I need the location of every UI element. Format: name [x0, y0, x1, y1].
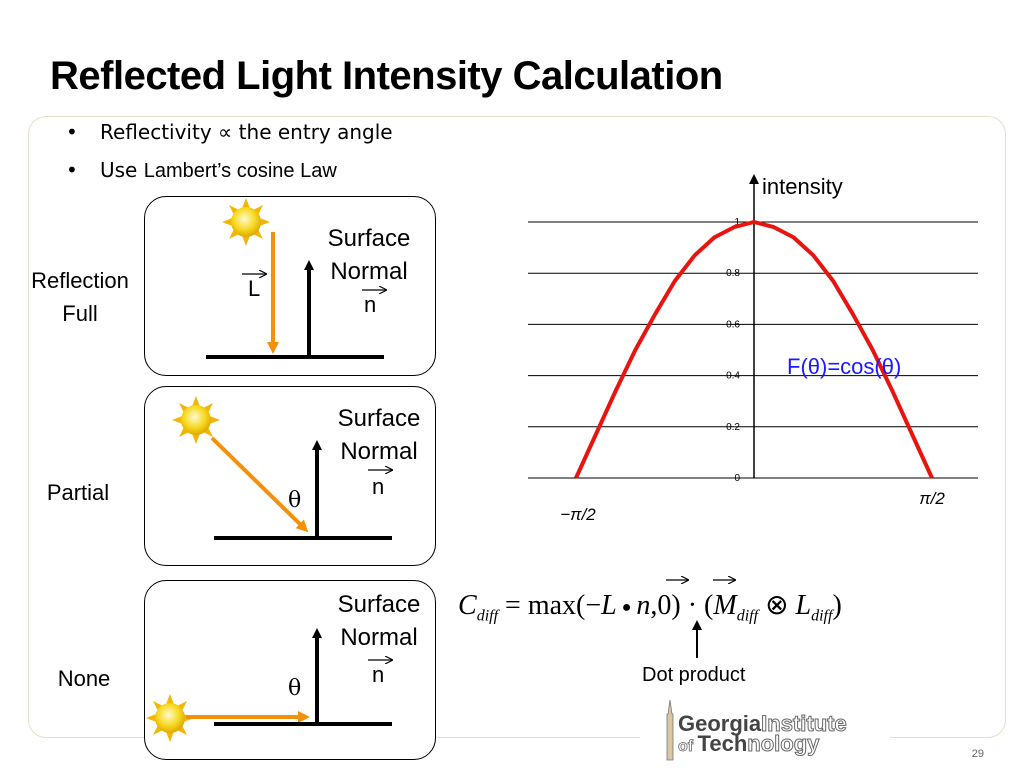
row-label-full-line2: Full — [62, 301, 98, 326]
logo-text: GeorgiaInstitute of Technology — [678, 711, 848, 757]
proportional-symbol: ∝ — [218, 120, 233, 144]
formula-C: C — [458, 590, 477, 621]
logo-institute: Institute — [761, 711, 848, 736]
surface-word: Surface — [337, 405, 421, 432]
tower-icon — [666, 700, 674, 761]
surface-word: Surface — [327, 225, 411, 252]
formula-mid: ,0) · ( — [650, 590, 714, 621]
normal-word: Normal — [340, 624, 418, 651]
bullet-dot: • — [66, 158, 78, 182]
otimes-operator: ⊗ — [758, 590, 796, 621]
y-tick-label: 0.8 — [726, 268, 740, 279]
normal-word: Normal — [330, 258, 408, 285]
georgia-tech-logo: GeorgiaInstitute of Technology — [640, 696, 890, 766]
y-tick-label: 0.4 — [726, 371, 740, 382]
y-axis-label: intensity — [762, 174, 843, 199]
row-label-none: None — [57, 666, 111, 691]
surface-word: Surface — [337, 591, 421, 618]
formula-M: M — [713, 590, 737, 621]
full-reflection-diagram — [206, 198, 386, 359]
y-tick-label: 0.6 — [726, 319, 740, 330]
content-frame — [28, 116, 1006, 738]
logo-tech: Tech — [697, 731, 748, 756]
row-label-full-line1: Reflection — [31, 268, 129, 293]
formula-M-sub: diff — [736, 607, 759, 625]
dot-product-label: Dot product — [642, 664, 746, 686]
x-tick-label-left: −π/2 — [560, 505, 596, 524]
partial-reflection-diagram — [172, 396, 392, 540]
vector-L-label: L — [248, 276, 261, 301]
formula-L2: L — [795, 590, 812, 621]
diffuse-formula: Cdiff = max(−L ● n,0) · (Mdiff ⊗ Ldiff) — [458, 588, 842, 626]
cosine-curve — [574, 220, 934, 479]
panel-no-reflection — [144, 580, 436, 760]
vector-n-label: n — [372, 662, 385, 687]
bullet-1-prefix: Reflectivity — [100, 120, 219, 144]
y-tick-label: 1 — [734, 217, 740, 228]
logo-nology: nology — [747, 731, 820, 756]
formula-n: n — [636, 590, 651, 621]
light-ray-arrow — [210, 436, 309, 533]
dot-operator: ● — [621, 598, 632, 616]
slide-title: Reflected Light Intensity Calculation — [50, 54, 723, 98]
function-annotation: F(θ)=cos(θ) — [787, 354, 901, 379]
chart-background — [512, 210, 992, 510]
formula-end: ) — [832, 590, 842, 621]
bullet-1-suffix: the entry angle — [232, 120, 393, 144]
sun-icon — [222, 198, 270, 246]
bullet-2-prefix: Use — [100, 158, 144, 182]
formula-L2-sub: diff — [811, 607, 833, 625]
no-reflection-diagram — [146, 628, 392, 742]
normal-word: Normal — [340, 438, 418, 465]
y-tick-label: 0 — [734, 473, 740, 484]
logo-georgia: Georgia — [678, 711, 762, 736]
row-label-full: Reflection Full — [16, 264, 144, 330]
surface-normal-label-2: Surface Normal — [324, 402, 434, 468]
row-label-partial: Partial — [46, 480, 110, 505]
bullet-dot: • — [66, 120, 78, 144]
x-tick-label-right: π/2 — [919, 489, 945, 508]
bullet-2: • Use Lambert’s cosine Law — [58, 158, 337, 183]
formula-L: L — [601, 590, 617, 621]
y-tick-label: 0.2 — [726, 422, 740, 433]
angle-theta-label: θ — [288, 488, 302, 513]
surface-normal-label-3: Surface Normal — [324, 588, 434, 654]
vector-n-label: n — [364, 292, 377, 317]
logo-of: of — [678, 738, 698, 756]
formula-C-sub: diff — [476, 607, 499, 625]
formula-max: = max(− — [498, 590, 602, 621]
lambert-law-emphasis: Lambert’s cosine Law — [143, 160, 337, 182]
surface-normal-label-1: Surface Normal — [314, 222, 424, 288]
bullet-1: • Reflectivity ∝ the entry angle — [58, 120, 393, 144]
panel-full-reflection — [144, 196, 436, 376]
sun-icon — [146, 694, 194, 742]
angle-theta-label: θ — [288, 676, 302, 701]
sun-icon — [172, 396, 220, 444]
page-number: 29 — [971, 748, 984, 760]
vector-n-label: n — [372, 474, 385, 499]
